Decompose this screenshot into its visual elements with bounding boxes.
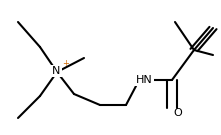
Text: HN: HN bbox=[136, 75, 152, 85]
Text: +: + bbox=[63, 58, 69, 68]
Text: N: N bbox=[52, 66, 60, 76]
Text: O: O bbox=[174, 108, 182, 118]
